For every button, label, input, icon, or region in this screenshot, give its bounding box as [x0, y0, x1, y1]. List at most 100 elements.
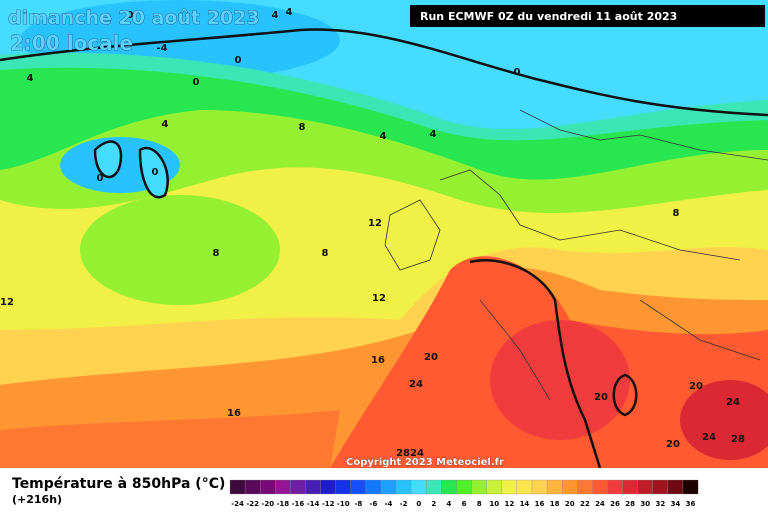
contour-label: 24 [409, 379, 423, 390]
scale-label: -12 [322, 500, 335, 508]
copyright: Copyright 2023 Meteociel.fr [346, 457, 504, 468]
scale-swatch [395, 479, 412, 495]
contour-label: 20 [666, 439, 680, 450]
contour-label: 4 [286, 7, 293, 18]
contour-label: 0 [97, 173, 104, 184]
contour-label: 8 [322, 248, 329, 259]
scale-label: -2 [400, 500, 408, 508]
scale-label: -4 [385, 500, 393, 508]
contour-label: 16 [371, 355, 385, 366]
contour-label: -4 [156, 43, 167, 54]
scale-label: -14 [307, 500, 320, 508]
scale-swatch [546, 479, 563, 495]
scale-swatch [260, 479, 276, 495]
contour-label: 0 [235, 55, 242, 66]
legend-title: Température à 850hPa (°C) [12, 476, 225, 492]
contour-label: 4 [272, 10, 279, 21]
scale-swatch [652, 479, 669, 495]
contour-label: 20 [424, 352, 438, 363]
scale-swatch [577, 479, 593, 495]
legend-subtitle: (+216h) [12, 493, 62, 506]
contour-label: 4 [162, 119, 169, 130]
scale-label: 28 [625, 500, 635, 508]
scale-swatch [441, 479, 457, 495]
scale-swatch [637, 479, 653, 495]
scale-label: -18 [277, 500, 290, 508]
scale-label: -22 [246, 500, 259, 508]
scale-label: -6 [370, 500, 378, 508]
contour-label: 8 [213, 248, 220, 259]
scale-label: 4 [447, 500, 452, 508]
scale-label: -24 [231, 500, 244, 508]
scale-swatch [501, 479, 518, 495]
scale-label: -16 [292, 500, 305, 508]
contour-label: 0 [514, 67, 521, 78]
scale-swatch [667, 479, 684, 495]
scale-swatch [290, 479, 306, 495]
scale-swatch [456, 479, 472, 495]
scale-label: 6 [462, 500, 467, 508]
forecast-date: dimanche 20 août 2023 [8, 7, 260, 29]
scale-swatch [335, 479, 351, 495]
scale-swatch [682, 479, 699, 495]
contour-label: 0 [152, 167, 159, 178]
scale-label: 0 [416, 500, 421, 508]
scale-swatch [411, 479, 427, 495]
scale-label: 34 [671, 500, 681, 508]
scale-label: -10 [337, 500, 350, 508]
contour-label: 24 [702, 432, 716, 443]
scale-swatch [380, 479, 397, 495]
scale-swatch [365, 479, 382, 495]
color-scale: -24 -22 -20 -18 -16 -14 -12 -10 -8 -6 -4 -2 0 2 4 6 8 10 1… [229, 479, 699, 508]
scale-swatch [320, 479, 336, 495]
contour-label: 4 [27, 73, 34, 84]
scale-label: 30 [640, 500, 650, 508]
scale-swatch [531, 479, 548, 495]
contour-label: 16 [227, 408, 241, 419]
scale-label: 22 [580, 500, 590, 508]
scale-swatch [486, 479, 502, 495]
contour-label: 20 [594, 392, 608, 403]
scale-label: 26 [610, 500, 620, 508]
run-info: Run ECMWF 0Z du vendredi 11 août 2023 [420, 10, 677, 23]
contour-labels: 0 4 4 -4 0 0 4 0 4 8 4 4 0 0 12 8 8 8 12… [0, 7, 745, 468]
scale-swatch [607, 479, 623, 495]
scale-label: 32 [655, 500, 665, 508]
scale-swatch [229, 479, 246, 495]
contour-label: 8 [673, 208, 680, 219]
scale-label: 2 [431, 500, 436, 508]
scale-swatch [592, 479, 608, 495]
contour-label: 4 [380, 131, 387, 142]
scale-label: 12 [504, 500, 514, 508]
scale-swatch [350, 479, 367, 495]
scale-swatch [305, 479, 321, 495]
scale-label: 36 [686, 500, 696, 508]
scale-label: 14 [520, 500, 530, 508]
scale-label: -8 [354, 500, 362, 508]
scale-label: 20 [565, 500, 575, 508]
contour-label: 20 [689, 381, 703, 392]
geopotential-label: 2824 [396, 448, 424, 459]
forecast-time: 2:00 locale [10, 31, 133, 55]
scale-label: 8 [477, 500, 482, 508]
scale-swatch [426, 479, 442, 495]
scale-swatch [516, 479, 533, 495]
scale-swatch [244, 479, 261, 495]
scale-label: -20 [261, 500, 274, 508]
scale-label: 10 [489, 500, 499, 508]
scale-swatch [622, 479, 638, 495]
contour-label: 12 [368, 218, 382, 229]
scale-label: 24 [595, 500, 605, 508]
contour-label: 8 [299, 122, 306, 133]
contour-label: 24 [726, 397, 740, 408]
map-background [0, 0, 768, 469]
scale-label: 18 [550, 500, 560, 508]
scale-swatch [275, 479, 291, 495]
contour-label: 12 [372, 293, 386, 304]
scale-swatch [471, 479, 487, 495]
contour-label: 28 [731, 434, 745, 445]
scale-swatch [562, 479, 578, 495]
contour-label: 12 [0, 297, 14, 308]
contour-label: 0 [193, 77, 200, 88]
